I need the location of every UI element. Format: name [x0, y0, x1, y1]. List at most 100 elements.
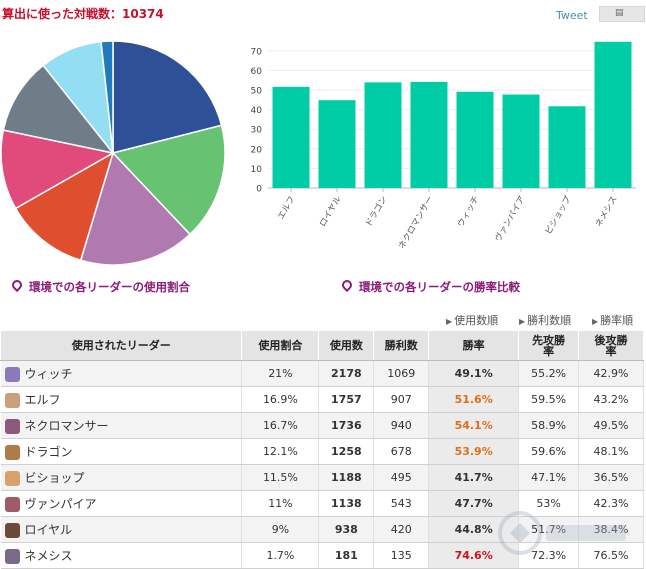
share-cell: 16.7% [241, 412, 320, 439]
wins-cell: 543 [373, 490, 430, 517]
rate-cell: 44.8% [428, 516, 520, 543]
table-row: エルフ 16.9% 1757 907 51.6% 59.5% 43.2% [0, 386, 644, 413]
bar-2[interactable] [318, 100, 356, 188]
table-row: ウィッチ 21% 2178 1069 49.1% 55.2% 42.9% [0, 360, 644, 387]
x-tick-label: ウィッチ [456, 195, 482, 229]
col-wins[interactable]: 勝利数 [373, 330, 430, 361]
col-second-rate[interactable]: 後攻勝 率 [578, 330, 644, 361]
uses-cell: 2178 [318, 360, 375, 387]
usage-chart-caption: 環境での各リーダーの使用割合 [9, 277, 190, 295]
pie-slice-6[interactable] [2, 64, 115, 155]
first-rate-cell: 55.2% [518, 360, 580, 387]
uses-cell: 1736 [318, 412, 375, 439]
pie-slice-5[interactable] [0, 129, 116, 210]
col-share[interactable]: 使用割合 [241, 330, 320, 361]
uses-cell: 1188 [318, 464, 375, 491]
leader-name: ネメシス [24, 549, 73, 563]
battle-count-title: 算出に使った対戦数：10374 [2, 7, 164, 21]
caret-right-icon: ▶ [592, 317, 599, 326]
second-rate-cell: 38.4% [578, 516, 644, 543]
x-tick-label: ネクロマンサー [397, 195, 435, 252]
second-rate-cell: 76.5% [578, 542, 644, 569]
share-cell: 12.1% [241, 438, 320, 465]
y-tick-label: 10 [251, 165, 263, 175]
leader-avatar [4, 497, 20, 512]
y-tick-label: 20 [251, 145, 263, 155]
table-row: ヴァンパイア 11% 1138 543 47.7% 53% 42.3% [0, 490, 644, 517]
share-button[interactable]: ▤ [599, 6, 645, 22]
site-watermark-icon [498, 511, 626, 555]
bar-6[interactable] [502, 94, 540, 188]
tweet-link[interactable]: Tweet [556, 9, 588, 22]
rate-cell: 74.6% [428, 542, 520, 569]
leader-avatar [4, 523, 20, 538]
leader-cell[interactable]: ネクロマンサー [0, 412, 243, 439]
wins-cell: 135 [373, 542, 430, 569]
x-tick-label: ドラゴン [363, 194, 390, 229]
first-rate-cell: 59.5% [518, 386, 580, 413]
winrate-chart-caption: 環境での各リーダーの勝率比較 [339, 277, 520, 295]
bar-8[interactable] [594, 41, 632, 189]
leader-cell[interactable]: ネメシス [0, 542, 243, 569]
table-row: ビショップ 11.5% 1188 495 41.7% 47.1% 36.5% [0, 464, 644, 491]
x-tick-label: ロイヤル [318, 194, 344, 229]
map-pin-icon [339, 277, 355, 293]
leader-cell[interactable]: ビショップ [0, 464, 243, 491]
leader-name: ヴァンパイア [24, 497, 97, 511]
bar-7[interactable] [548, 106, 586, 188]
y-tick-label: 70 [251, 47, 263, 57]
col-rate[interactable]: 勝率 [428, 330, 520, 361]
x-tick-label: エルフ [276, 195, 297, 222]
leader-cell[interactable]: エルフ [0, 386, 243, 413]
usage-pie-chart [0, 40, 226, 266]
rate-cell: 51.6% [428, 386, 520, 413]
uses-cell: 938 [318, 516, 375, 543]
leader-avatar [4, 549, 20, 564]
col-first-rate[interactable]: 先攻勝 率 [518, 330, 580, 361]
share-cell: 1.7% [241, 542, 320, 569]
pie-slice-4[interactable] [14, 151, 115, 262]
leader-name: ネクロマンサー [24, 419, 109, 433]
share-cell: 9% [241, 516, 320, 543]
wins-cell: 940 [373, 412, 430, 439]
y-tick-label: 60 [251, 67, 263, 77]
pie-slice-2[interactable] [111, 124, 226, 236]
leader-name: エルフ [24, 393, 61, 407]
leader-name: ロイヤル [24, 523, 73, 537]
rate-cell: 49.1% [428, 360, 520, 387]
second-rate-cell: 36.5% [578, 464, 644, 491]
sort-by-uses-link[interactable]: ▶ 使用数順 [446, 314, 499, 327]
pie-slice-1[interactable] [112, 40, 223, 154]
uses-cell: 1138 [318, 490, 375, 517]
table-row: ドラゴン 12.1% 1258 678 53.9% 59.6% 48.1% [0, 438, 644, 465]
wins-cell: 495 [373, 464, 430, 491]
wins-cell: 420 [373, 516, 430, 543]
bar-3[interactable] [364, 82, 402, 188]
leader-avatar [4, 445, 20, 460]
col-leader[interactable]: 使用されたリーダー [0, 330, 243, 361]
rate-cell: 53.9% [428, 438, 520, 465]
first-rate-cell: 51.7% [518, 516, 580, 543]
sort-by-wins-link[interactable]: ▶ 勝利数順 [519, 314, 572, 327]
rate-cell: 54.1% [428, 412, 520, 439]
pie-slice-3[interactable] [79, 151, 192, 266]
second-rate-cell: 42.9% [578, 360, 644, 387]
table-header-row: 使用されたリーダー 使用割合 使用数 勝利数 勝率 先攻勝 率 後攻勝 率 [0, 330, 644, 361]
y-tick-label: 0 [256, 185, 262, 195]
wins-cell: 1069 [373, 360, 430, 387]
share-cell: 11.5% [241, 464, 320, 491]
leader-cell[interactable]: ドラゴン [0, 438, 243, 465]
uses-cell: 181 [318, 542, 375, 569]
bar-5[interactable] [456, 91, 494, 188]
bar-1[interactable] [272, 86, 310, 188]
leader-cell[interactable]: ヴァンパイア [0, 490, 243, 517]
leader-cell[interactable]: ウィッチ [0, 360, 243, 387]
sort-by-rate-link[interactable]: ▶ 勝率順 [592, 314, 634, 327]
bar-4[interactable] [410, 81, 448, 188]
winrate-bar-chart: 0 10 20 30 40 50 60 70 エルフ ロイヤル ドラゴン ネクロマンサー ウィッチ ヴァン… [251, 41, 636, 252]
col-uses[interactable]: 使用数 [318, 330, 375, 361]
uses-cell: 1258 [318, 438, 375, 465]
pie-slice-8[interactable] [100, 40, 114, 154]
leader-stats-table: 使用されたリーダー 使用割合 使用数 勝利数 勝率 先攻勝 率 後攻勝 率 ウィ… [0, 330, 644, 569]
leader-cell[interactable]: ロイヤル [0, 516, 243, 543]
